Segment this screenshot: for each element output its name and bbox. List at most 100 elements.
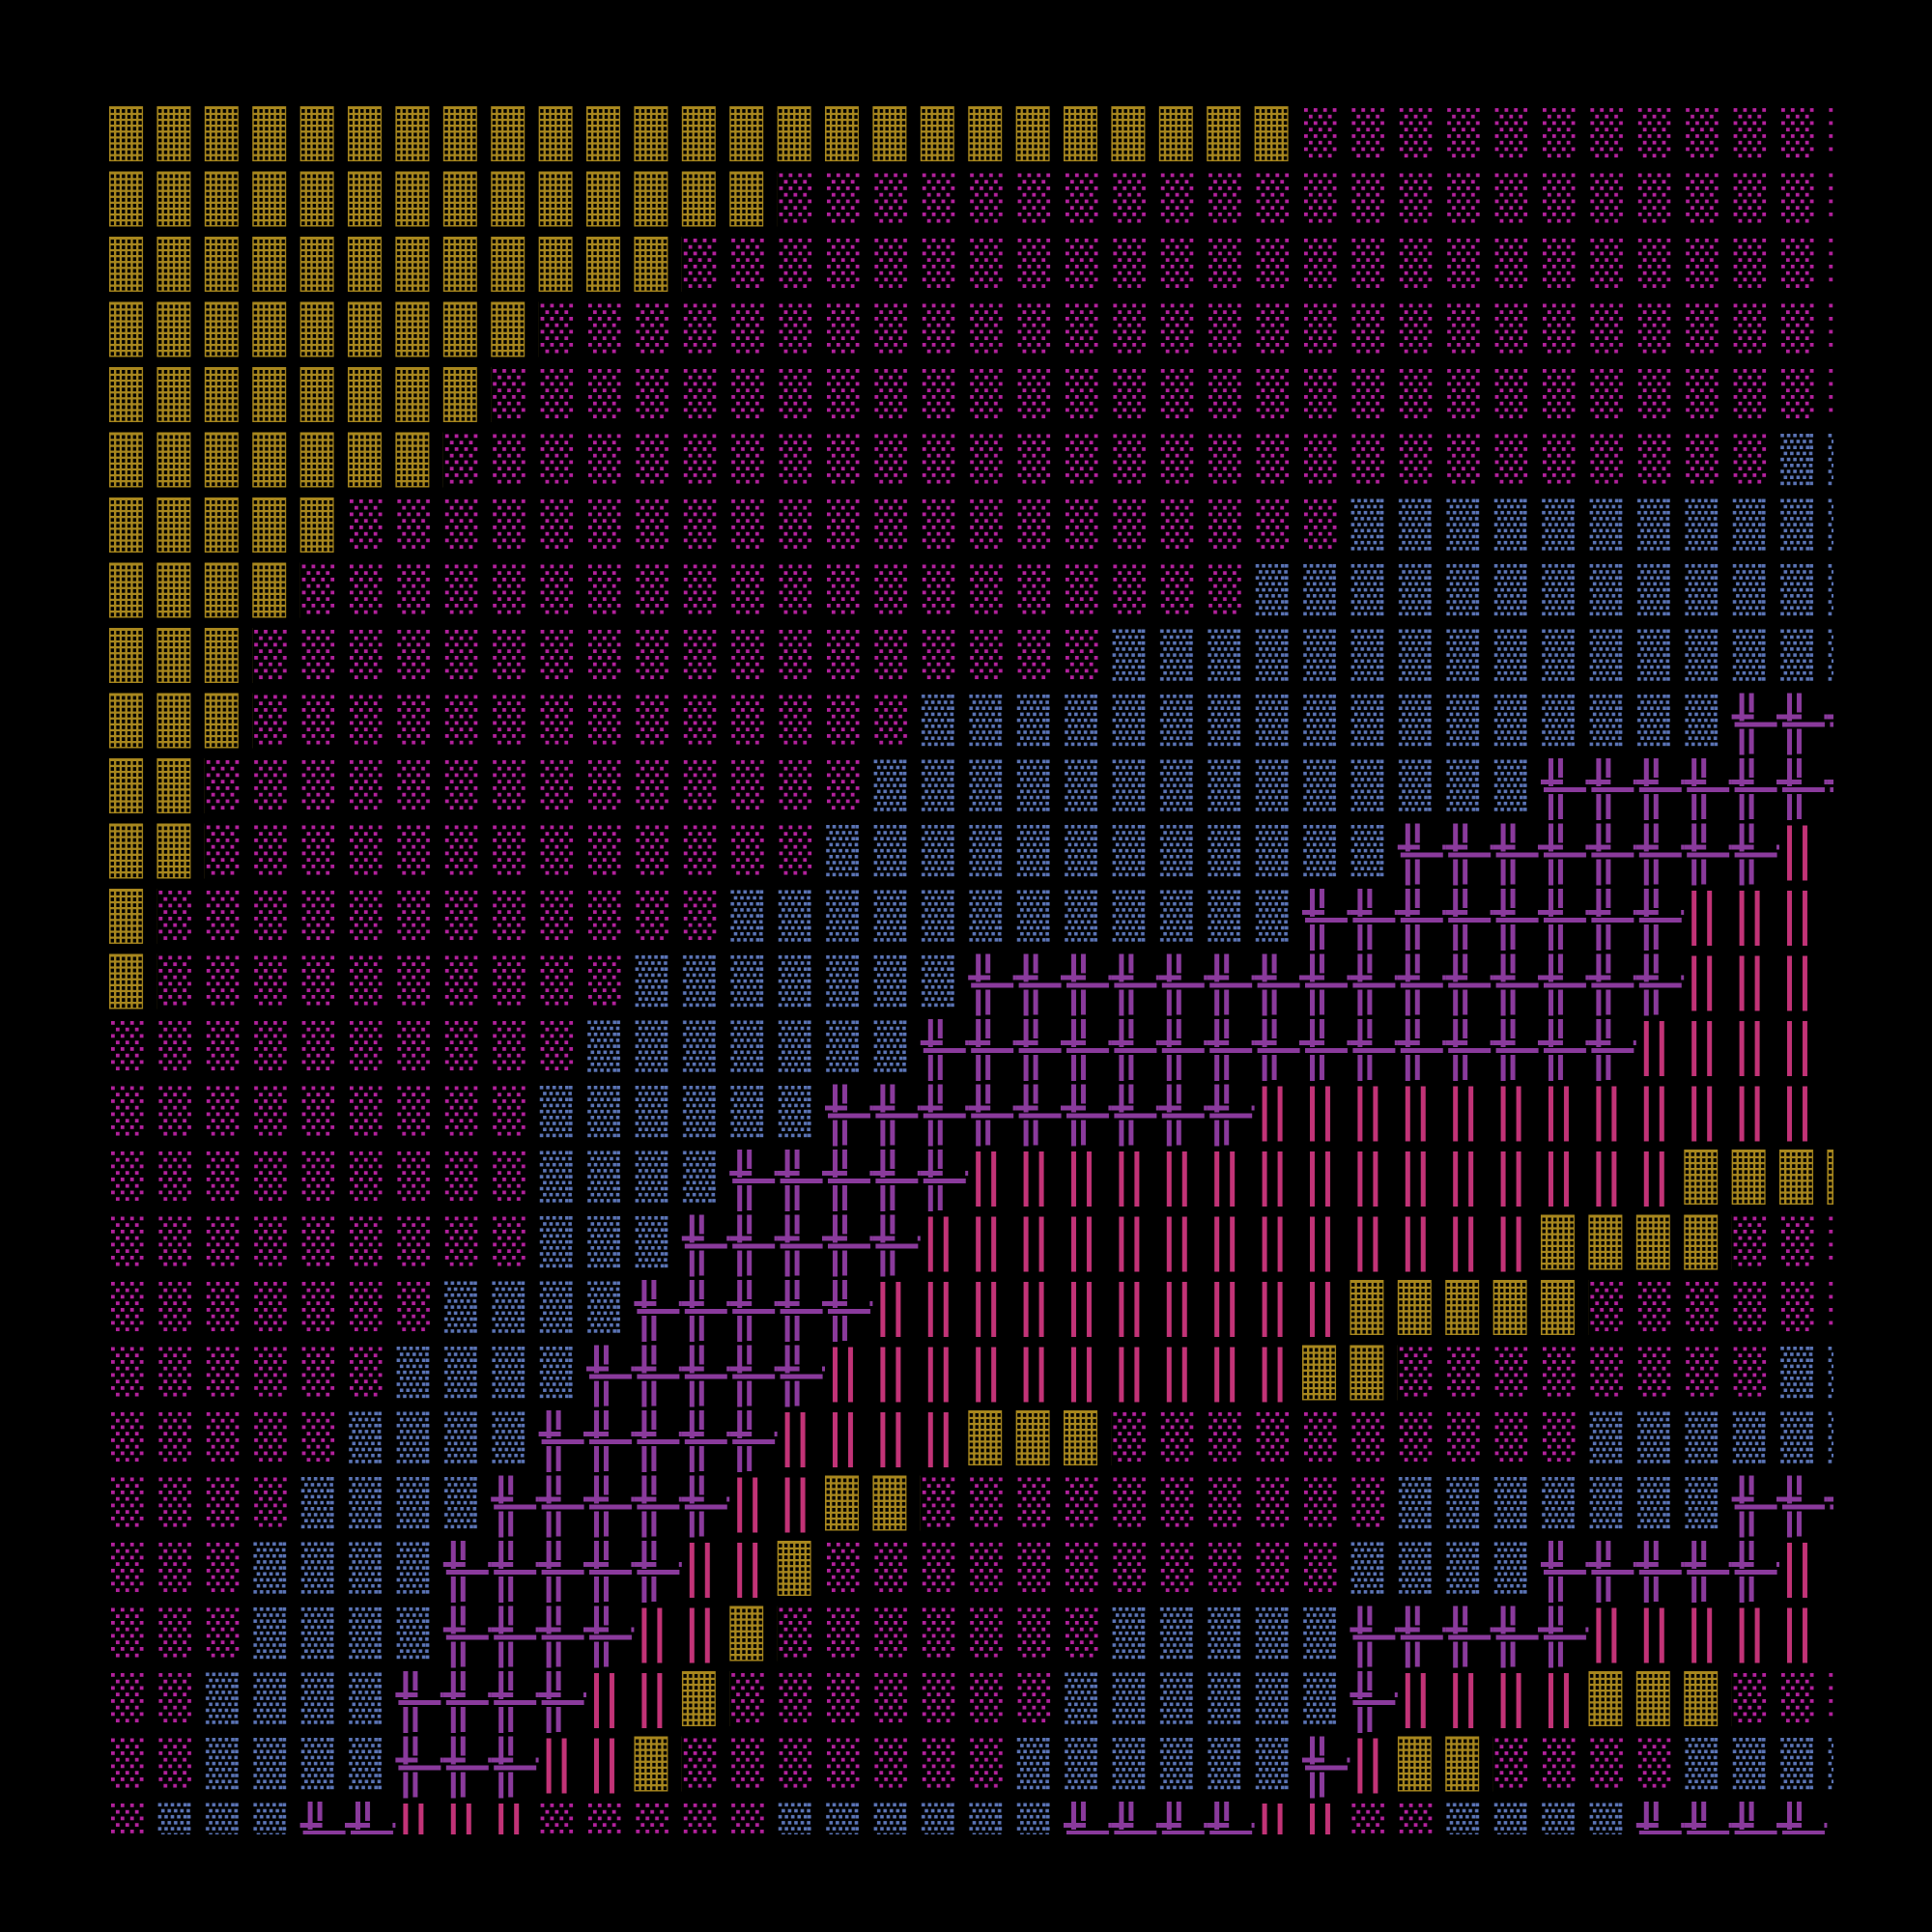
art-tile-pink-lines <box>1254 1150 1302 1215</box>
art-tile-magenta-dots <box>1779 171 1828 237</box>
art-tile-blue-dots <box>1158 693 1208 758</box>
art-tile-pink-lines <box>1207 1150 1255 1215</box>
art-tile-magenta-dots <box>681 823 730 889</box>
art-tile-magenta-dots <box>681 628 730 694</box>
art-tile-magenta-dots <box>442 758 492 824</box>
art-tile-gold-weave <box>586 106 635 172</box>
art-tile-magenta-dots <box>491 562 539 628</box>
art-tile-magenta-dots <box>681 301 730 367</box>
art-tile-gold-weave <box>1111 106 1159 172</box>
art-tile-magenta-dots <box>1492 237 1541 302</box>
art-tile-purple-cross <box>1397 953 1446 1019</box>
art-tile-magenta-dots <box>1779 237 1828 302</box>
art-tile-magenta-dots <box>109 1605 157 1671</box>
art-tile-magenta-dots <box>1158 1541 1208 1606</box>
art-tile-purple-cross <box>1827 758 1833 824</box>
art-tile-blue-dots <box>586 1084 635 1150</box>
art-tile-magenta-dots <box>825 237 873 302</box>
art-tile-magenta-dots <box>1254 301 1302 367</box>
art-tile-pink-lines <box>1827 889 1833 954</box>
art-tile-magenta-dots <box>968 237 1016 302</box>
art-tile-pink-lines <box>920 1410 969 1476</box>
art-tile-magenta-dots <box>872 432 921 497</box>
art-tile-blue-dots <box>1015 1736 1064 1802</box>
art-tile-magenta-dots <box>1541 432 1589 497</box>
art-tile-blue-dots <box>1397 758 1446 824</box>
art-tile-blue-dots <box>348 1410 396 1476</box>
art-tile-magenta-dots <box>1207 432 1255 497</box>
art-tile-pink-lines <box>1684 1605 1732 1671</box>
art-tile-magenta-dots <box>1397 106 1446 172</box>
art-tile-blue-dots <box>729 1084 778 1150</box>
art-tile-purple-cross <box>872 1084 921 1150</box>
art-tile-gold-weave <box>491 237 539 302</box>
art-tile-blue-dots <box>1207 1736 1255 1802</box>
art-tile-gold-weave <box>348 171 396 237</box>
art-tile-magenta-dots <box>252 823 300 889</box>
art-tile-blue-dots <box>1635 497 1685 563</box>
art-tile-purple-cross <box>872 1150 921 1215</box>
art-tile-blue-dots <box>1350 497 1398 563</box>
art-tile-magenta-dots <box>252 1345 300 1410</box>
art-tile-blue-dots <box>1350 1541 1398 1606</box>
art-tile-purple-cross <box>586 1605 635 1671</box>
art-tile-gold-weave <box>109 432 157 497</box>
art-tile-blue-dots <box>1015 693 1064 758</box>
art-tile-pink-lines <box>1541 1084 1589 1150</box>
art-tile-purple-cross <box>348 1802 396 1834</box>
art-tile-gold-weave <box>395 432 443 497</box>
art-tile-purple-cross <box>1635 889 1685 954</box>
art-tile-blue-dots <box>538 1214 586 1280</box>
art-tile-magenta-dots <box>252 1410 300 1476</box>
art-tile-blue-dots <box>1350 628 1398 694</box>
art-tile-magenta-dots <box>252 1019 300 1085</box>
art-tile-magenta-dots <box>729 823 778 889</box>
art-tile-magenta-dots <box>395 497 443 563</box>
art-tile-purple-cross <box>442 1671 492 1737</box>
art-tile-magenta-dots <box>1350 237 1398 302</box>
art-tile-purple-cross <box>491 1541 539 1606</box>
art-tile-magenta-dots <box>204 823 253 889</box>
art-tile-blue-dots <box>1779 628 1828 694</box>
art-tile-purple-cross <box>729 1410 778 1476</box>
art-tile-magenta-dots <box>252 1214 300 1280</box>
art-tile-purple-cross <box>920 1084 969 1150</box>
art-tile-blue-dots <box>1731 1736 1779 1802</box>
art-tile-gold-weave <box>729 106 778 172</box>
art-tile-gold-weave <box>1015 106 1064 172</box>
art-tile-purple-cross <box>1731 1802 1779 1834</box>
art-tile-purple-cross <box>1541 1541 1589 1606</box>
art-tile-magenta-dots <box>538 758 586 824</box>
art-tile-magenta-dots <box>1684 432 1732 497</box>
art-tile-magenta-dots <box>109 1410 157 1476</box>
art-tile-purple-cross <box>1064 1084 1112 1150</box>
art-tile-gold-weave <box>204 171 253 237</box>
art-tile-blue-dots <box>1158 1736 1208 1802</box>
art-tile-magenta-dots <box>538 1019 586 1085</box>
art-tile-magenta-dots <box>777 367 825 433</box>
art-tile-magenta-dots <box>825 497 873 563</box>
art-tile-gold-weave <box>204 628 253 694</box>
art-tile-blue-dots <box>920 693 969 758</box>
art-tile-blue-dots <box>1492 562 1541 628</box>
art-tile-gold-weave <box>156 367 205 433</box>
art-tile-purple-cross <box>681 1345 730 1410</box>
art-tile-pink-lines <box>1492 1214 1541 1280</box>
art-tile-purple-cross <box>681 1214 730 1280</box>
art-tile-magenta-dots <box>1684 237 1732 302</box>
art-tile-purple-cross <box>395 1736 443 1802</box>
art-tile-magenta-dots <box>109 1019 157 1085</box>
art-tile-magenta-dots <box>968 1475 1016 1541</box>
art-tile-magenta-dots <box>729 758 778 824</box>
art-tile-purple-cross <box>968 1084 1016 1150</box>
art-tile-magenta-dots <box>1827 1671 1833 1737</box>
art-tile-gold-weave <box>299 432 348 497</box>
art-tile-blue-dots <box>395 1410 443 1476</box>
art-tile-magenta-dots <box>1445 432 1493 497</box>
art-tile-magenta-dots <box>156 1214 205 1280</box>
art-tile-blue-dots <box>1731 497 1779 563</box>
art-tile-blue-dots <box>1254 628 1302 694</box>
art-tile-gold-weave <box>442 367 492 433</box>
art-tile-blue-dots <box>1254 889 1302 954</box>
art-tile-magenta-dots <box>395 1084 443 1150</box>
